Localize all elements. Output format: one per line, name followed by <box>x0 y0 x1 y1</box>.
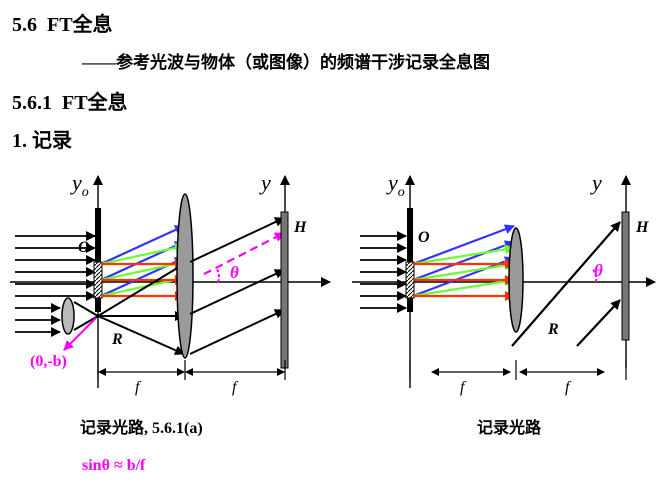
section-subtitle: ——参考光波与物体（或图像）的频谱干涉记录全息图 <box>82 53 490 72</box>
right-reference-rays <box>511 221 621 347</box>
section-heading: 5.6 FT全息 <box>12 14 113 36</box>
right-focal-label-2: f <box>565 379 572 396</box>
left-diagram: yo y O R H θ (0,-b) f f <box>10 170 331 396</box>
left-focal-label-1: f <box>135 379 142 396</box>
left-incident-beams <box>15 231 96 337</box>
right-object-rays <box>412 224 515 301</box>
right-object-plane <box>407 208 413 266</box>
right-object-transparency <box>405 261 415 299</box>
left-hologram-label: H <box>293 219 307 236</box>
right-hologram-label: H <box>635 219 649 236</box>
left-yo-label: yo <box>70 170 89 200</box>
right-focal-dimension <box>409 360 627 380</box>
left-focal-dimension <box>97 360 286 380</box>
right-fourier-lens <box>508 227 524 333</box>
right-y-label: y <box>590 170 602 195</box>
left-point-label: (0,-b) <box>30 353 67 370</box>
left-point-pointer <box>63 317 97 351</box>
right-hologram-plate <box>621 211 630 341</box>
left-object-transparency <box>93 261 103 299</box>
right-object-label: O <box>418 229 430 246</box>
right-theta-label: θ <box>594 261 603 280</box>
left-reference-label: R <box>111 331 123 348</box>
left-output-rays <box>189 217 285 355</box>
left-object-plane <box>95 208 101 268</box>
left-caption: 记录光路, 5.6.1(a) <box>80 420 203 437</box>
right-yo-label: yo <box>386 170 405 200</box>
left-hologram-plate <box>280 211 289 369</box>
right-diagram: yo y O R H θ f f <box>352 170 656 396</box>
left-object-label: O <box>78 239 90 256</box>
right-focal-label-1: f <box>460 379 467 396</box>
right-caption: 记录光路 <box>477 420 542 437</box>
left-reference-lens <box>61 297 75 335</box>
sin-theta-formula: sinθ ≈ b/f <box>82 457 146 474</box>
left-reference-rays <box>73 263 185 355</box>
right-incident-beams <box>360 231 407 313</box>
left-theta-label: θ <box>230 263 239 282</box>
right-reference-label: R <box>547 321 559 338</box>
left-object-rays <box>100 224 185 301</box>
left-theta-arc <box>215 267 221 283</box>
subsection-heading: 5.6.1 FT全息 <box>12 92 128 114</box>
left-reference-direction <box>203 232 285 275</box>
left-y-label: y <box>259 170 271 195</box>
left-fourier-lens <box>176 193 194 359</box>
item-heading: 1. 记录 <box>12 130 72 152</box>
right-theta-arc <box>591 267 598 283</box>
left-focal-label-2: f <box>232 379 239 396</box>
